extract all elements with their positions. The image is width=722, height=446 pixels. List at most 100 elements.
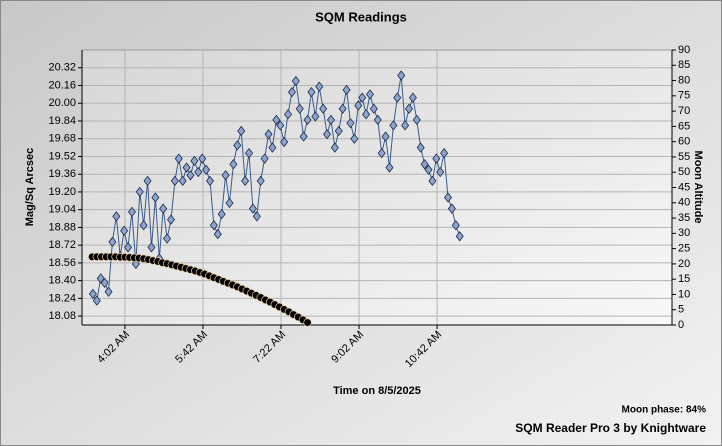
y-tick-label: 18.40 <box>48 275 76 287</box>
sqm-point <box>147 242 156 253</box>
sqm-point <box>424 164 433 175</box>
y2-tick-label: 10 <box>678 288 690 300</box>
y-axis-label: Mag/Sq Arcsec <box>24 148 36 226</box>
sqm-point <box>178 175 187 186</box>
y-tick-label: 20.00 <box>48 97 76 109</box>
y2-tick-label: 90 <box>678 44 690 56</box>
y-tick-label: 19.68 <box>48 133 76 145</box>
sqm-point <box>205 175 214 186</box>
sqm-point <box>350 133 359 144</box>
y-tick-label: 18.56 <box>48 257 76 269</box>
sqm-point <box>393 92 402 103</box>
y2-tick-label: 70 <box>678 105 690 117</box>
sqm-point <box>182 162 191 173</box>
y-tick-label: 18.88 <box>48 221 76 233</box>
sqm-point <box>451 220 460 231</box>
plot-area <box>81 49 673 326</box>
sqm-point <box>346 118 355 129</box>
sqm-point <box>369 103 378 114</box>
sqm-point <box>229 159 238 170</box>
y2-tick-label: 15 <box>678 273 690 285</box>
y2-tick-label: 5 <box>678 304 684 316</box>
sqm-point <box>151 192 160 203</box>
y2-tick-label: 0 <box>678 319 684 331</box>
sqm-point <box>307 86 316 98</box>
y-tick-label: 19.04 <box>48 204 76 216</box>
sqm-point <box>404 103 414 114</box>
sqm-point <box>401 120 410 131</box>
sqm-point <box>112 211 121 222</box>
sqm-point <box>397 70 406 81</box>
y2-tick-label: 75 <box>678 90 690 102</box>
y-tick-label: 19.36 <box>48 168 76 180</box>
sqm-point <box>338 103 347 114</box>
y-tick-label: 18.24 <box>48 292 76 304</box>
sqm-point <box>100 277 109 289</box>
sqm-point <box>198 153 207 164</box>
sqm-point <box>365 89 374 100</box>
sqm-point <box>190 155 199 167</box>
footer: SQM Reader Pro 3 by Knightware <box>515 421 706 435</box>
sqm-point <box>92 295 101 306</box>
sqm-point <box>166 214 175 225</box>
y-tick-label: 18.08 <box>48 310 76 322</box>
sqm-point <box>209 220 218 231</box>
sqm-point <box>194 166 203 178</box>
y2-tick-label: 85 <box>678 59 690 71</box>
sqm-point <box>436 166 445 178</box>
sqm-point <box>104 286 113 297</box>
sqm-point <box>373 114 382 126</box>
y-tick-label: 20.16 <box>48 79 76 91</box>
y-tick-label: 18.72 <box>48 239 76 251</box>
sqm-point <box>143 175 152 186</box>
y2-tick-label: 55 <box>678 151 690 163</box>
chart-title: SQM Readings <box>315 9 407 24</box>
sqm-point <box>323 129 332 140</box>
sqm-point <box>186 170 195 181</box>
y2-tick-label: 50 <box>678 166 690 178</box>
y-tick-label: 19.52 <box>48 150 76 162</box>
sqm-point <box>245 147 254 159</box>
sqm-point <box>377 147 386 159</box>
sqm-point <box>455 231 464 242</box>
sqm-point <box>428 175 437 186</box>
y2-tick-label: 65 <box>678 120 690 132</box>
y2-tick-label: 35 <box>678 212 690 224</box>
sqm-point <box>358 92 367 103</box>
y2-tick-label: 25 <box>678 243 690 255</box>
sqm-point <box>248 203 257 214</box>
sqm-point <box>268 142 277 153</box>
moon-phase: Moon phase: 84% <box>622 405 707 416</box>
sqm-point <box>354 100 363 111</box>
sqm-point <box>311 111 320 122</box>
sqm-point <box>326 114 335 126</box>
sqm-point <box>241 175 250 186</box>
sqm-point <box>295 103 304 114</box>
sqm-point <box>342 84 351 96</box>
sqm-point <box>264 129 273 140</box>
sqm-point <box>334 125 343 137</box>
sqm-point <box>444 192 453 203</box>
sqm-point <box>319 103 328 114</box>
sqm-point <box>221 170 230 181</box>
sqm-point <box>412 114 421 126</box>
sqm-point <box>440 147 449 159</box>
sqm-point <box>420 159 429 170</box>
sqm-point <box>124 242 133 253</box>
sqm-point <box>135 186 144 198</box>
sqm-point <box>237 125 246 137</box>
sqm-point <box>88 288 97 300</box>
sqm-point <box>315 81 324 92</box>
sqm-point <box>389 120 398 131</box>
sqm-point <box>447 203 456 214</box>
sqm-point <box>139 220 148 231</box>
y-tick-label: 19.84 <box>48 115 76 127</box>
sqm-point <box>408 92 417 103</box>
sqm-point <box>272 114 281 126</box>
y2-tick-label: 60 <box>678 136 690 148</box>
sqm-point <box>385 162 394 173</box>
sqm-point <box>233 140 242 151</box>
sqm-point <box>202 164 211 175</box>
sqm-point <box>256 175 265 186</box>
